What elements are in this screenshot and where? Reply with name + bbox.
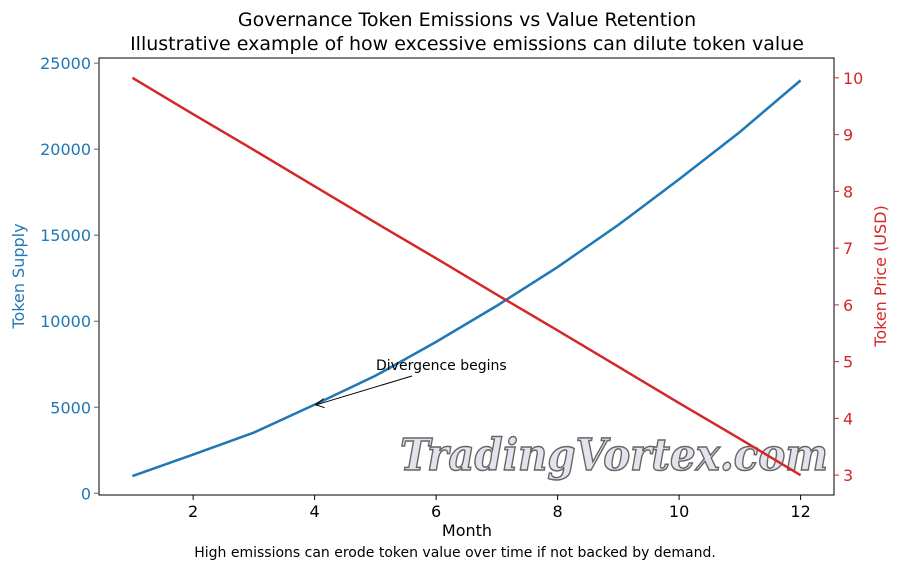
- right-tick-label: 6: [843, 296, 853, 315]
- right-tick-label: 8: [843, 182, 853, 201]
- annotation-label: Divergence begins: [376, 358, 507, 374]
- x-axis-label: Month: [442, 521, 492, 540]
- right-tick-label: 10: [843, 69, 863, 88]
- right-tick-label: 9: [843, 126, 853, 145]
- left-tick-label: 25000: [40, 54, 91, 73]
- arrowhead-icon: [314, 398, 325, 409]
- left-tick-label: 10000: [40, 312, 91, 331]
- annotation-arrow: [316, 375, 413, 406]
- series-line-price: [131, 76, 802, 477]
- right-tick-label: 3: [843, 466, 853, 485]
- right-tick-label: 4: [843, 409, 853, 428]
- left-axis-label: Token Supply: [9, 223, 28, 329]
- x-tick-label: 8: [553, 502, 563, 521]
- right-tick-label: 7: [843, 239, 853, 258]
- left-tick-label: 0: [81, 484, 91, 503]
- series-line-supply: [131, 79, 802, 478]
- x-tick-label: 6: [431, 502, 441, 521]
- chart-subtitle: Illustrative example of how excessive em…: [130, 33, 804, 55]
- left-tick-label: 20000: [40, 140, 91, 159]
- x-tick-label: 4: [310, 502, 320, 521]
- x-tick-label: 2: [188, 502, 198, 521]
- left-tick-label: 5000: [50, 398, 91, 417]
- right-axis-label: Token Price (USD): [871, 205, 890, 347]
- watermark: TradingVortex.com: [400, 430, 828, 481]
- x-tick-label: 12: [790, 502, 810, 521]
- x-tick-label: 10: [669, 502, 689, 521]
- right-tick-label: 5: [843, 353, 853, 372]
- caption: High emissions can erode token value ove…: [194, 545, 716, 561]
- chart-title: Governance Token Emissions vs Value Rete…: [238, 9, 696, 31]
- left-tick-label: 15000: [40, 226, 91, 245]
- plot-frame: [98, 57, 835, 496]
